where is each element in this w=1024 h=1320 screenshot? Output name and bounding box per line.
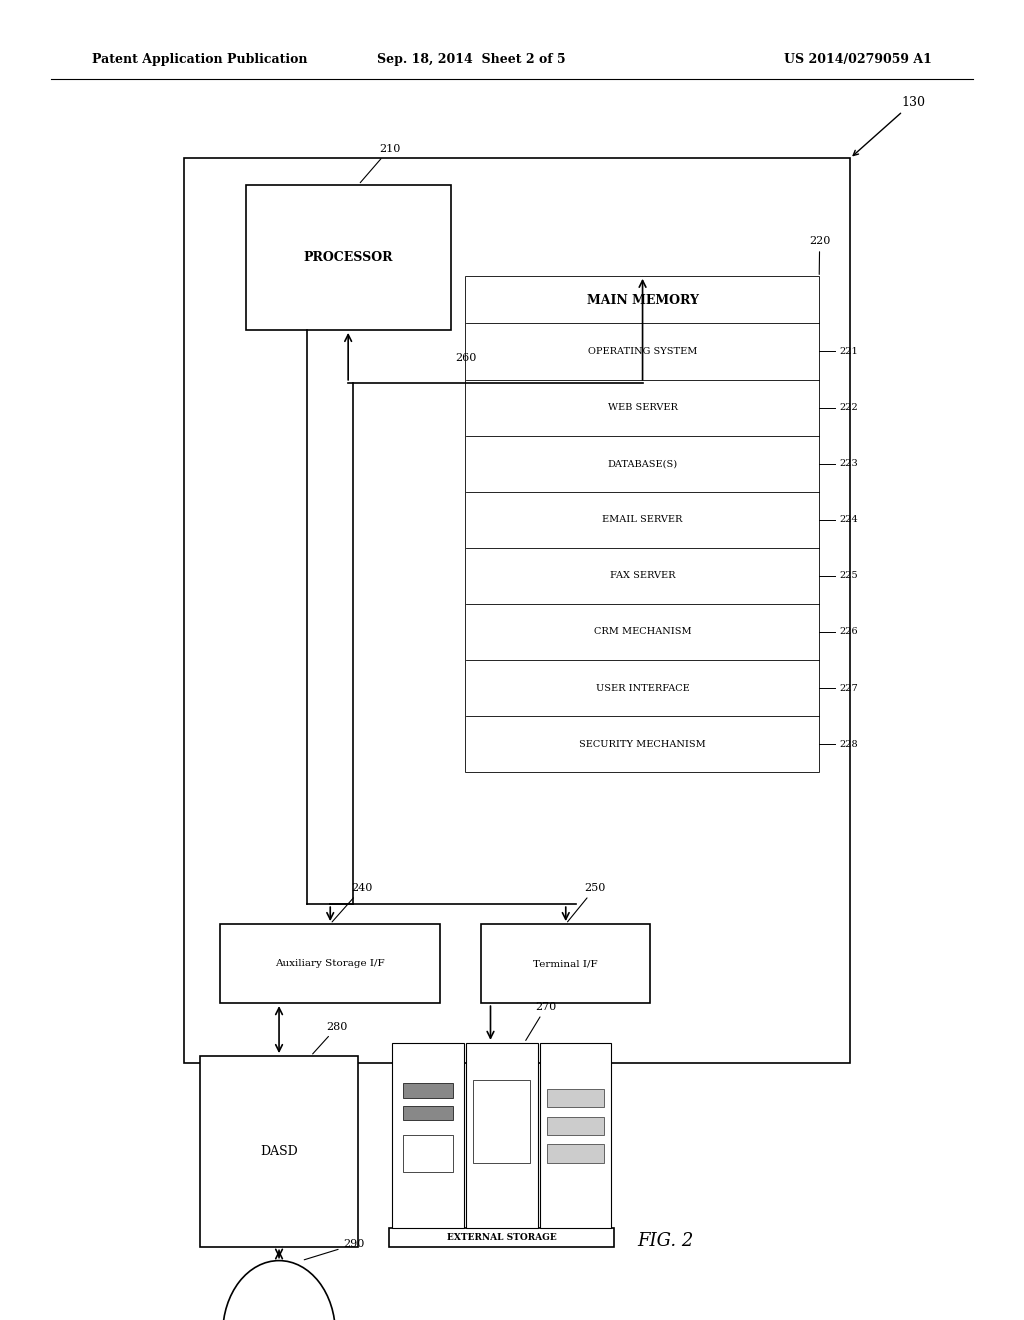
Bar: [200, 1056, 358, 1247]
Bar: [389, 1228, 614, 1247]
Bar: [466, 660, 819, 715]
Bar: [403, 1106, 453, 1121]
Bar: [466, 715, 819, 772]
Text: Auxiliary Storage I/F: Auxiliary Storage I/F: [275, 960, 385, 968]
Circle shape: [223, 1261, 336, 1320]
Bar: [540, 1043, 611, 1228]
Bar: [466, 605, 819, 660]
Bar: [466, 379, 819, 436]
Bar: [481, 924, 650, 1003]
Text: 290: 290: [304, 1239, 365, 1259]
Text: Terminal I/F: Terminal I/F: [534, 960, 598, 968]
Text: 228: 228: [840, 739, 858, 748]
Text: 222: 222: [840, 403, 858, 412]
Text: US 2014/0279059 A1: US 2014/0279059 A1: [784, 53, 932, 66]
Bar: [547, 1089, 604, 1107]
Text: 260: 260: [456, 352, 476, 363]
Text: 280: 280: [312, 1022, 348, 1053]
Text: 130: 130: [853, 95, 925, 156]
Text: 210: 210: [360, 144, 400, 182]
Bar: [220, 924, 440, 1003]
Bar: [547, 1117, 604, 1135]
Text: Patent Application Publication: Patent Application Publication: [92, 53, 307, 66]
Bar: [466, 277, 819, 772]
Bar: [403, 1084, 453, 1098]
Bar: [392, 1043, 464, 1228]
Text: CRM MECHANISM: CRM MECHANISM: [594, 627, 691, 636]
Text: SECURITY MECHANISM: SECURITY MECHANISM: [580, 739, 706, 748]
Text: PROCESSOR: PROCESSOR: [303, 251, 393, 264]
Bar: [246, 185, 451, 330]
Text: 224: 224: [840, 515, 858, 524]
Bar: [466, 548, 819, 605]
Bar: [473, 1080, 530, 1163]
Text: 240: 240: [332, 883, 373, 921]
Text: FAX SERVER: FAX SERVER: [610, 572, 675, 581]
Text: OPERATING SYSTEM: OPERATING SYSTEM: [588, 347, 697, 356]
Text: MAIN MEMORY: MAIN MEMORY: [587, 294, 698, 306]
Text: 220: 220: [809, 236, 830, 275]
Bar: [466, 492, 819, 548]
Text: 225: 225: [840, 572, 858, 581]
Text: 226: 226: [840, 627, 858, 636]
Bar: [403, 1135, 453, 1172]
Bar: [547, 1144, 604, 1163]
Text: FIG. 2: FIG. 2: [637, 1232, 694, 1250]
Bar: [466, 1043, 538, 1228]
Text: USER INTERFACE: USER INTERFACE: [596, 684, 689, 693]
Text: 223: 223: [840, 459, 858, 469]
Text: DASD: DASD: [260, 1146, 298, 1158]
Bar: [466, 436, 819, 492]
Bar: [466, 323, 819, 380]
Bar: [184, 158, 850, 1063]
Bar: [466, 277, 819, 323]
Text: WEB SERVER: WEB SERVER: [607, 403, 678, 412]
Text: DATABASE(S): DATABASE(S): [607, 459, 678, 469]
Text: Sep. 18, 2014  Sheet 2 of 5: Sep. 18, 2014 Sheet 2 of 5: [377, 53, 565, 66]
Text: EXTERNAL STORAGE: EXTERNAL STORAGE: [446, 1233, 557, 1242]
Text: 270: 270: [525, 1002, 557, 1040]
Text: 221: 221: [840, 347, 858, 356]
Text: EMAIL SERVER: EMAIL SERVER: [602, 515, 683, 524]
Text: 250: 250: [567, 883, 606, 921]
Text: 227: 227: [840, 684, 858, 693]
